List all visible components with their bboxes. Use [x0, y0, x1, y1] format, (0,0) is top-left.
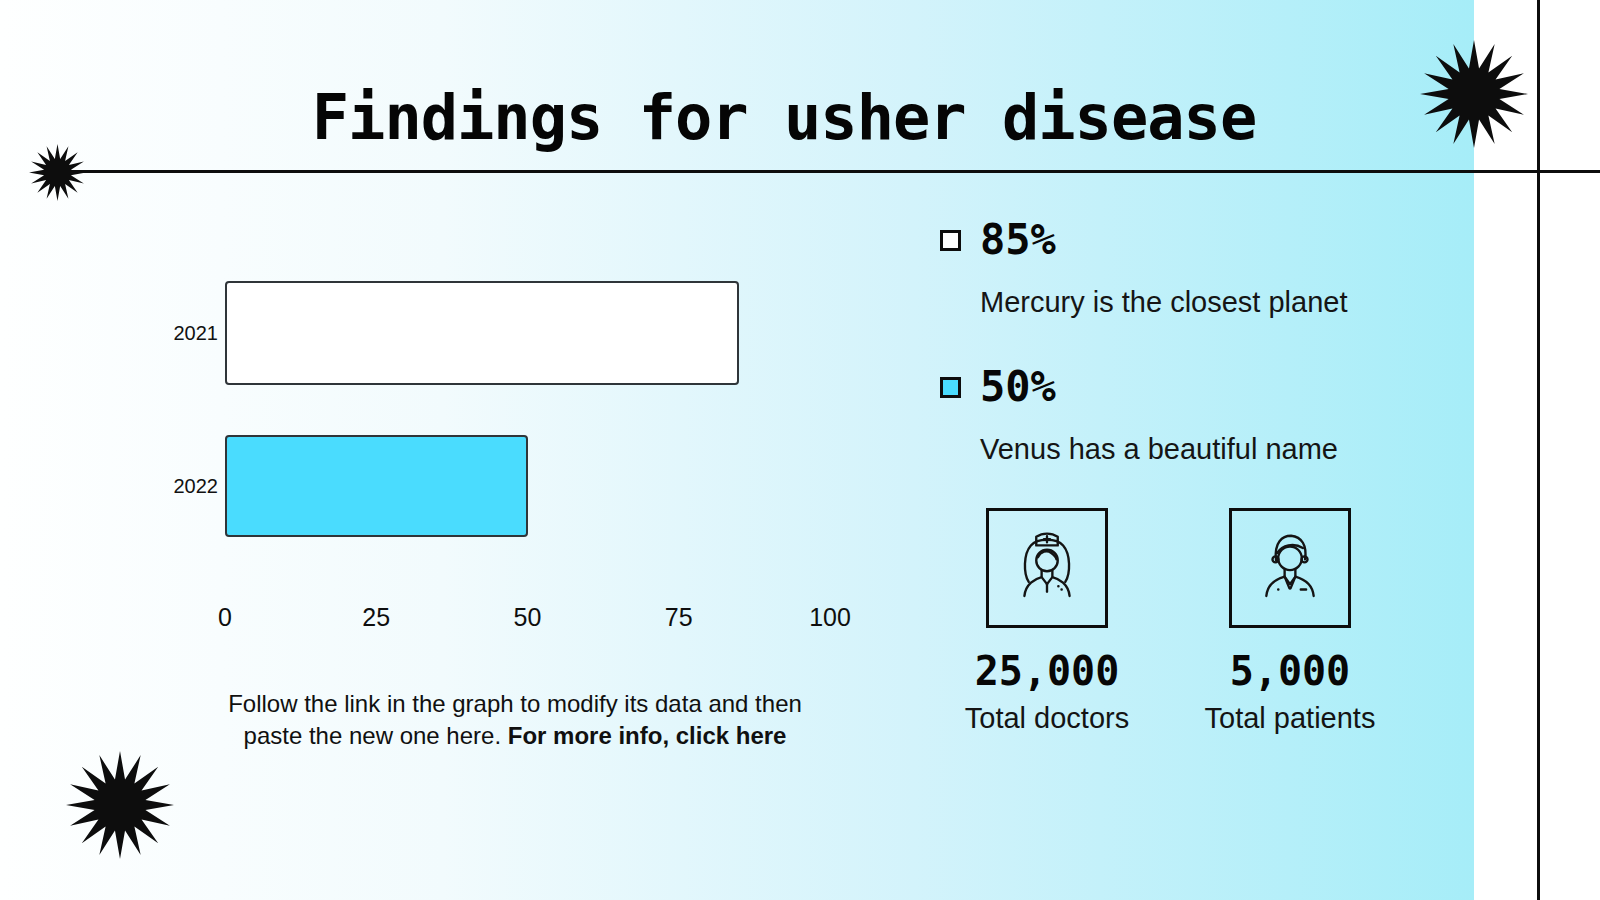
more-info-link[interactable]: For more info, click here — [508, 722, 787, 749]
category-label: 2022 — [150, 475, 218, 498]
starburst-icon — [66, 751, 174, 859]
metric-value: 25,000 — [957, 648, 1137, 694]
note-line1: Follow the link in the graph to modify i… — [228, 690, 802, 717]
square-bullet — [940, 377, 961, 398]
x-axis: 0 25 50 75 100 — [225, 603, 830, 635]
metric-label: Total patients — [1190, 702, 1390, 735]
bar-2021 — [225, 281, 739, 385]
category-label: 2021 — [150, 322, 218, 345]
stat-percent: 85% — [980, 218, 1056, 262]
axis-tick: 75 — [665, 603, 693, 632]
page-title: Findings for usher disease — [0, 84, 1568, 152]
doctors-icon-box — [986, 508, 1108, 628]
starburst-icon — [29, 144, 86, 201]
axis-tick: 25 — [362, 603, 390, 632]
stat-description: Venus has a beautiful name — [980, 432, 1338, 466]
patients-icon-box — [1229, 508, 1351, 628]
infographic-slide: Findings for usher disease 2021 2022 0 2… — [0, 0, 1600, 900]
note-line2: paste the new one here. — [244, 722, 508, 749]
bar-chart — [225, 281, 830, 537]
metric-label: Total doctors — [947, 702, 1147, 735]
axis-tick: 0 — [218, 603, 232, 632]
axis-tick: 100 — [809, 603, 851, 632]
square-bullet — [940, 230, 961, 251]
instruction-note: Follow the link in the graph to modify i… — [140, 688, 890, 752]
stat-percent: 50% — [980, 365, 1056, 409]
bar-2022 — [225, 435, 528, 537]
nurse-icon — [1004, 525, 1090, 611]
doctor-icon — [1247, 525, 1333, 611]
axis-tick: 50 — [514, 603, 542, 632]
metric-value: 5,000 — [1200, 648, 1380, 694]
stat-description: Mercury is the closest planet — [980, 285, 1347, 319]
title-divider-line — [57, 170, 1600, 173]
